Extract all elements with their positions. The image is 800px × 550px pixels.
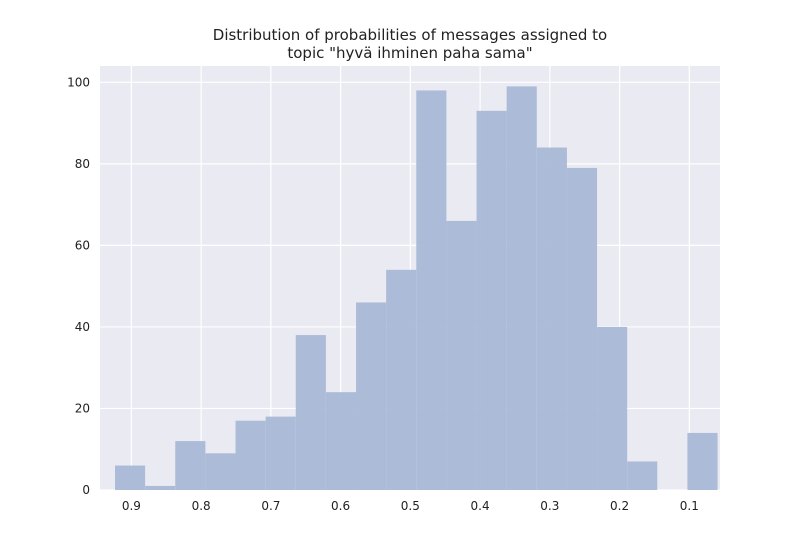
histogram-bar (295, 335, 326, 490)
y-tick-label: 0 (82, 483, 90, 497)
y-axis: 0 20 40 60 80 100 (67, 75, 90, 497)
histogram-bar (446, 220, 477, 490)
histogram-bars (114, 86, 718, 491)
histogram-bar (687, 432, 718, 490)
chart-title: Distribution of probabilities of message… (213, 26, 607, 62)
x-tick-label: 0.1 (680, 499, 699, 513)
histogram-bar (597, 326, 628, 490)
histogram-bar (536, 147, 567, 491)
x-tick-label: 0.5 (401, 499, 420, 513)
histogram-bar (114, 465, 146, 490)
y-tick-label: 60 (75, 238, 90, 252)
histogram-bar (235, 420, 266, 490)
y-tick-label: 80 (75, 157, 90, 171)
x-tick-label: 0.3 (540, 499, 559, 513)
chart-title-line-2: topic "hyvä ihminen paha sama" (287, 44, 532, 62)
x-axis: 0.9 0.8 0.7 0.6 0.5 0.4 0.3 0.2 0.1 (122, 499, 699, 513)
histogram-bar (386, 269, 417, 490)
histogram-bar (506, 86, 537, 490)
y-tick-label: 20 (75, 401, 90, 415)
histogram-bar (476, 110, 507, 490)
y-tick-label: 100 (67, 75, 90, 89)
x-tick-label: 0.9 (122, 499, 141, 513)
histogram-bar (265, 416, 296, 490)
x-tick-label: 0.7 (261, 499, 280, 513)
histogram-bar (627, 461, 658, 490)
histogram-bar (356, 302, 387, 490)
x-tick-label: 0.6 (331, 499, 350, 513)
x-tick-label: 0.4 (471, 499, 490, 513)
y-tick-label: 40 (75, 320, 90, 334)
histogram-bar (416, 90, 447, 490)
histogram-bar (205, 453, 236, 490)
histogram-bar (566, 167, 598, 490)
x-tick-label: 0.8 (192, 499, 211, 513)
chart-title-line-1: Distribution of probabilities of message… (213, 26, 607, 44)
histogram-bar (145, 485, 176, 490)
histogram-bar (175, 441, 206, 490)
histogram-bar (325, 392, 357, 490)
x-tick-label: 0.2 (610, 499, 629, 513)
